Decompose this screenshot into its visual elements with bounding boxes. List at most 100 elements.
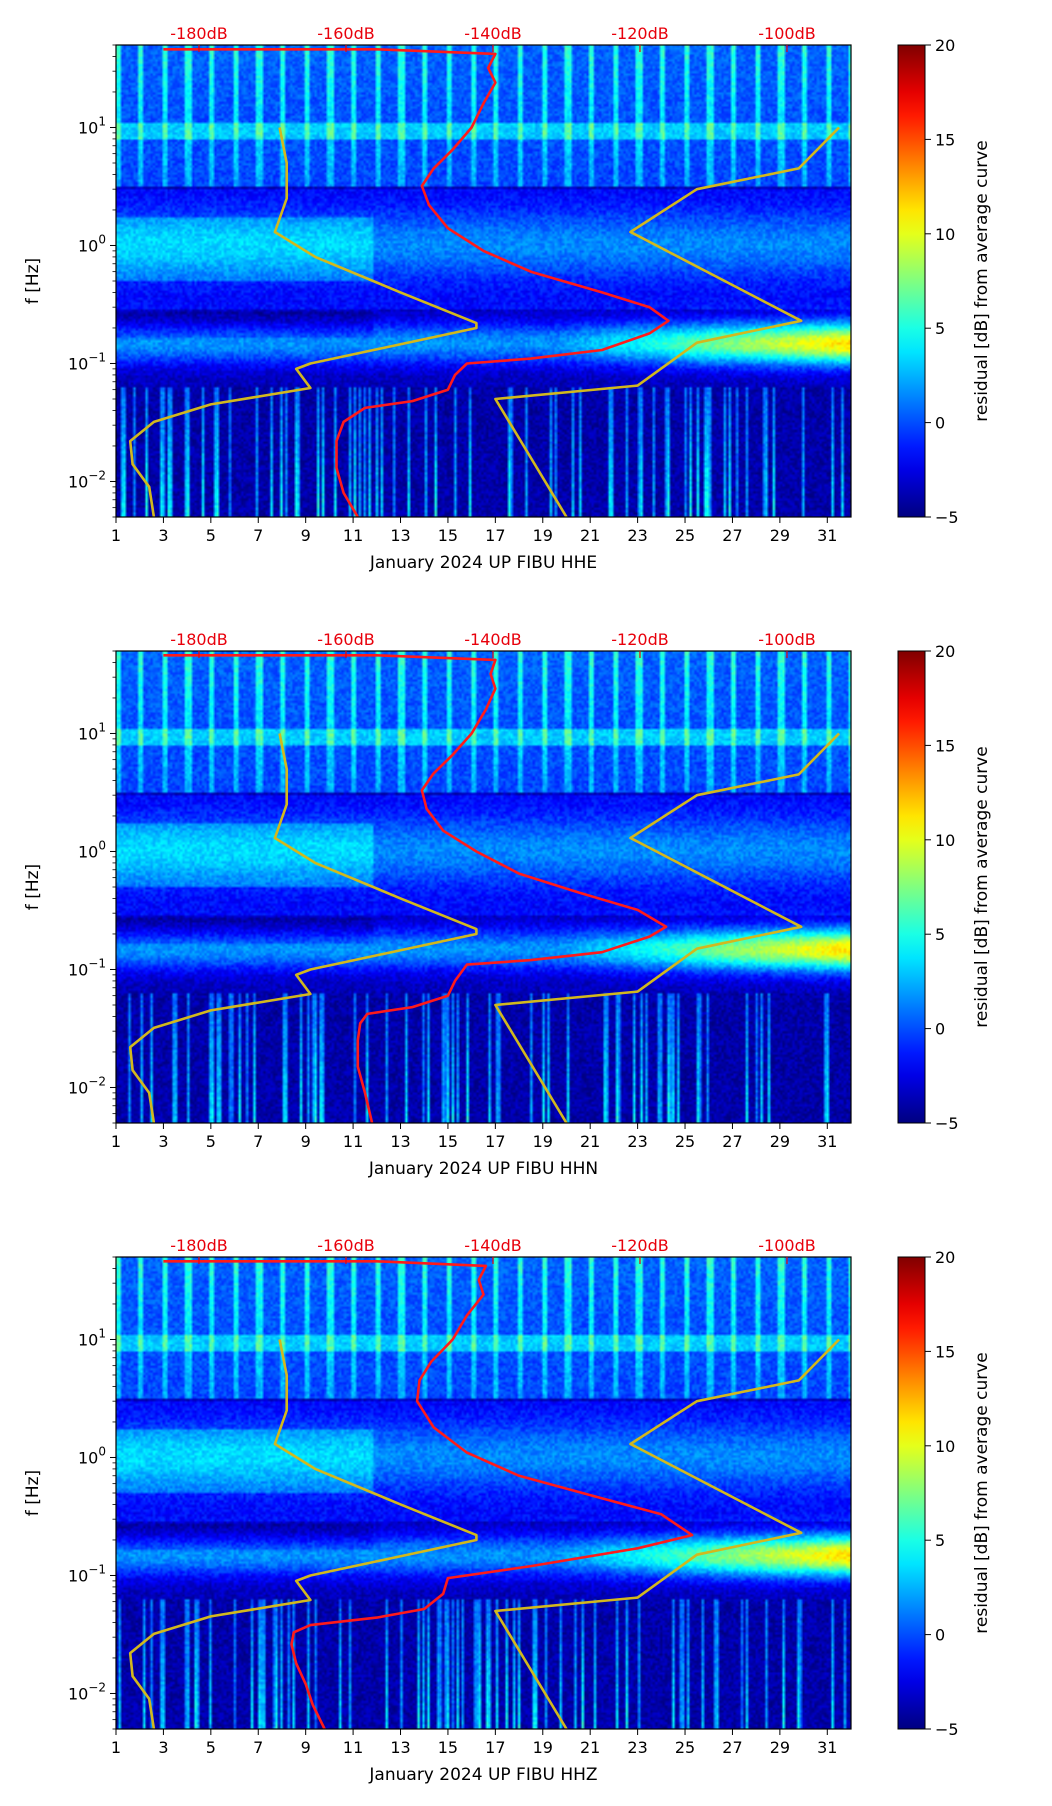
db-tick-label: -160dB — [317, 24, 374, 43]
colorbar-tick-label: 15 — [935, 130, 955, 149]
colorbar-tick-label: 10 — [935, 831, 955, 850]
db-tick-label: -120dB — [611, 24, 668, 43]
y-tick-label: 10−1 — [68, 1562, 106, 1585]
x-tick-label: 9 — [301, 1132, 311, 1151]
x-tick-label: 31 — [817, 1738, 837, 1757]
x-tick-label: 3 — [158, 1738, 168, 1757]
x-tick-label: 13 — [390, 526, 410, 545]
db-tick-label: -140dB — [464, 24, 521, 43]
x-tick-label: 27 — [722, 1132, 742, 1151]
colorbar-tick-label: 0 — [935, 414, 945, 433]
x-axis-label: January 2024 UP FIBU HHZ — [368, 1765, 597, 1785]
y-tick-label: 10−1 — [68, 350, 106, 373]
db-tick-label: -100dB — [758, 630, 815, 649]
x-tick-label: 1 — [111, 526, 121, 545]
colorbar: −5 0 5 10 15 20 residual [dB] from average cur… — [897, 642, 992, 1133]
colorbar-gradient — [897, 44, 926, 518]
colorbar-tick-label: 20 — [935, 642, 955, 661]
x-tick-label: 7 — [253, 526, 263, 545]
db-tick-label: -160dB — [317, 1236, 374, 1255]
panel-hhn: 1 3 5 7 9 11 13 15 17 19 21 23 25 27 29 3110−210−110010… — [23, 630, 992, 1179]
spectrogram-image — [116, 45, 851, 517]
x-axis-label: January 2024 UP FIBU HHE — [369, 553, 597, 573]
noise-model-low-curve — [128, 733, 478, 1123]
db-tick-label: -100dB — [758, 24, 815, 43]
noise-model-high-curve — [494, 732, 841, 1123]
x-tick-label: 27 — [722, 1738, 742, 1757]
x-tick-label: 3 — [158, 1132, 168, 1151]
x-tick-label: 23 — [627, 1738, 647, 1757]
db-tick-label: -180dB — [170, 24, 227, 43]
x-tick-label: 27 — [722, 526, 742, 545]
x-tick-label: 31 — [817, 1132, 837, 1151]
colorbar-gradient — [897, 650, 926, 1124]
db-tick-label: -140dB — [464, 1236, 521, 1255]
noise-model-low-curve — [128, 1339, 478, 1729]
x-tick-label: 31 — [817, 526, 837, 545]
average-psd-curve — [163, 654, 668, 1123]
y-tick-label: 10−2 — [68, 1680, 106, 1703]
x-tick-label: 15 — [438, 1738, 458, 1757]
x-tick-label: 9 — [301, 526, 311, 545]
x-tick-label: 11 — [343, 1132, 363, 1151]
db-tick-label: -160dB — [317, 630, 374, 649]
x-tick-label: 11 — [343, 1738, 363, 1757]
db-tick-label: -120dB — [611, 630, 668, 649]
x-tick-label: 19 — [533, 526, 553, 545]
x-tick-label: 25 — [675, 1132, 695, 1151]
y-tick-label: 10−2 — [68, 1074, 106, 1097]
x-tick-label: 21 — [580, 526, 600, 545]
y-tick-label: 101 — [78, 1326, 106, 1349]
x-axis-label: January 2024 UP FIBU HHN — [368, 1159, 598, 1179]
colorbar-tick-label: 5 — [935, 1531, 945, 1550]
x-tick-label: 3 — [158, 526, 168, 545]
noise-model-high-curve — [494, 126, 841, 517]
y-tick-label: 10−2 — [68, 468, 106, 491]
colorbar-gradient — [897, 1256, 926, 1730]
x-tick-label: 25 — [675, 1738, 695, 1757]
x-tick-label: 13 — [390, 1738, 410, 1757]
y-tick-label: 101 — [78, 720, 106, 743]
db-tick-label: -120dB — [611, 1236, 668, 1255]
x-tick-label: 5 — [206, 1738, 216, 1757]
x-tick-label: 15 — [438, 526, 458, 545]
x-tick-label: 5 — [206, 526, 216, 545]
x-tick-label: 1 — [111, 1738, 121, 1757]
x-tick-label: 5 — [206, 1132, 216, 1151]
x-tick-label: 19 — [533, 1738, 553, 1757]
y-axis-label: f [Hz] — [23, 1470, 43, 1516]
y-axis-label: f [Hz] — [23, 864, 43, 910]
db-tick-label: -180dB — [170, 1236, 227, 1255]
y-tick-label: 101 — [78, 114, 106, 137]
y-tick-label: 100 — [78, 1444, 106, 1467]
db-tick-label: -100dB — [758, 1236, 815, 1255]
x-tick-label: 1 — [111, 1132, 121, 1151]
colorbar-label: residual [dB] from average curve — [972, 1352, 992, 1633]
colorbar-tick-label: −5 — [935, 1114, 959, 1133]
colorbar-tick-label: 0 — [935, 1020, 945, 1039]
panel-hhe: 1 3 5 7 9 11 13 15 17 19 21 23 25 27 29 3110−210−110010… — [23, 24, 992, 573]
colorbar: −5 0 5 10 15 20 residual [dB] from average cur… — [897, 36, 992, 527]
panel-hhz: 1 3 5 7 9 11 13 15 17 19 21 23 25 27 29 3110−210−110010… — [23, 1236, 992, 1785]
colorbar-tick-label: 20 — [935, 1248, 955, 1267]
colorbar-label: residual [dB] from average curve — [972, 746, 992, 1027]
spectrogram-image — [116, 651, 851, 1123]
colorbar-tick-label: 10 — [935, 1437, 955, 1456]
colorbar-tick-label: 15 — [935, 1342, 955, 1361]
y-tick-label: 100 — [78, 232, 106, 255]
x-tick-label: 23 — [627, 526, 647, 545]
colorbar: −5 0 5 10 15 20 residual [dB] from average cur… — [897, 1248, 992, 1739]
average-psd-curve — [163, 1260, 694, 1729]
x-tick-label: 25 — [675, 526, 695, 545]
colorbar-tick-label: −5 — [935, 1720, 959, 1739]
y-tick-label: 100 — [78, 838, 106, 861]
x-tick-label: 7 — [253, 1738, 263, 1757]
x-tick-label: 7 — [253, 1132, 263, 1151]
spectrogram-image — [116, 1257, 851, 1729]
x-tick-label: 23 — [627, 1132, 647, 1151]
y-tick-label: 10−1 — [68, 956, 106, 979]
colorbar-tick-label: 0 — [935, 1626, 945, 1645]
x-tick-label: 17 — [485, 1738, 505, 1757]
y-axis-label: f [Hz] — [23, 258, 43, 304]
